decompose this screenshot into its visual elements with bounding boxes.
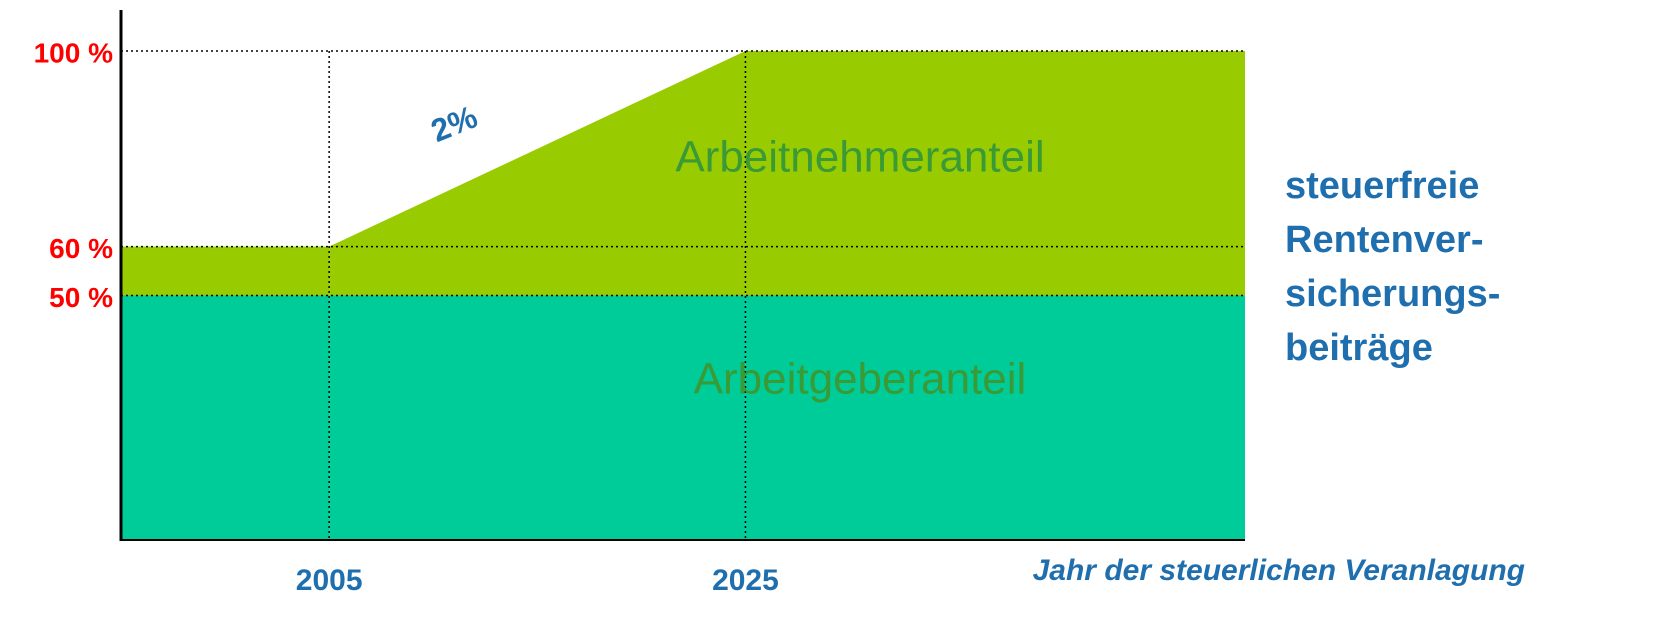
x-axis-label: Jahr der steuerlichen Veranlagung [1033,554,1525,587]
area-extension [121,295,330,540]
area-label: Arbeitnehmeranteil [675,133,1044,182]
area [329,295,746,540]
y-tick-label: 60 % [49,233,113,264]
x-tick-label: 2025 [712,564,779,597]
area-extension [745,51,1245,296]
y-tick-label: 100 % [34,37,113,68]
side-text: sicherungs- [1285,273,1500,315]
y-tick-label: 50 % [49,282,113,313]
area [329,51,746,296]
area-extension [121,246,330,296]
annotation: 2% [426,98,482,149]
side-text: steuerfreie [1285,165,1479,207]
area-label: Arbeitgeberanteil [694,355,1027,404]
x-tick-label: 2005 [296,564,363,597]
side-text: beiträge [1285,327,1433,369]
area-extension [745,295,1245,540]
side-text: Rentenver- [1285,219,1484,261]
